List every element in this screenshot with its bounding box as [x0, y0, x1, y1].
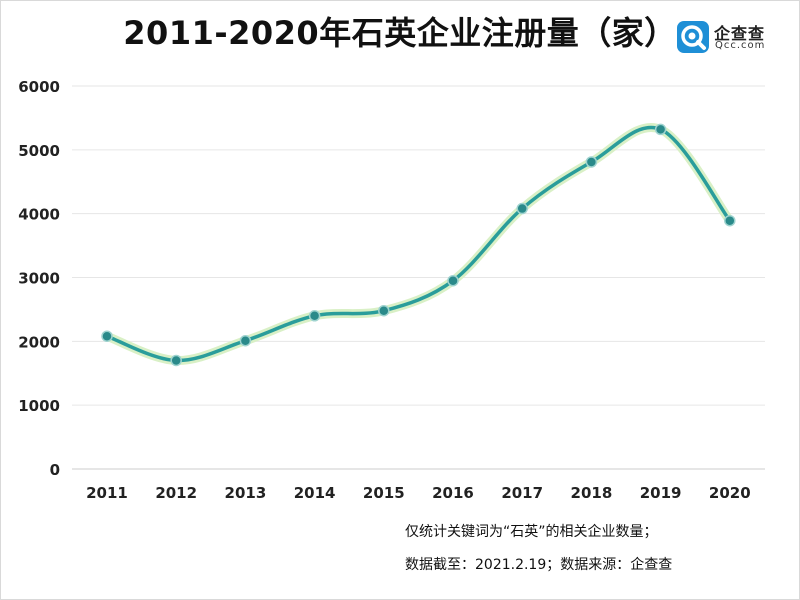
footnote-source: 数据截至：2021.2.19；数据来源：企查查: [405, 557, 673, 573]
series-line-glow: [102, 123, 735, 365]
footnote-scope: 仅统计关键词为“石英”的相关企业数量；: [405, 524, 658, 540]
y-tick-label: 6000: [18, 78, 60, 96]
data-point-2019: [654, 123, 667, 136]
data-point-2018: [585, 156, 598, 168]
qcc-logo-icon: [677, 21, 709, 53]
x-tick-label: 2019: [640, 484, 682, 502]
y-tick-label: 0: [50, 461, 60, 479]
y-tick-label: 5000: [18, 142, 60, 160]
x-tick-label: 2011: [86, 484, 128, 502]
y-tick-label: 4000: [18, 206, 60, 224]
x-tick-label: 2020: [709, 484, 751, 502]
x-tick-label: 2017: [501, 484, 543, 502]
grid-lines: [72, 85, 765, 470]
series-line-path: [105, 125, 732, 363]
x-tick-label: 2013: [225, 484, 267, 502]
x-tick-label: 2012: [155, 484, 197, 502]
y-tick-labels: 0 1000 2000 3000 4000 5000 6000: [18, 78, 60, 479]
data-point-2017: [516, 202, 528, 215]
data-point-2013: [239, 334, 252, 347]
x-tick-label: 2014: [294, 484, 336, 502]
data-point-2012: [170, 354, 182, 367]
logo-domain: Qcc.com: [715, 40, 766, 51]
data-point-2011: [101, 330, 113, 342]
chart-title: 2011-2020年石英企业注册量（家）: [123, 14, 677, 52]
x-tick-label: 2015: [363, 484, 405, 502]
y-tick-label: 3000: [18, 270, 60, 288]
x-tick-label: 2018: [571, 484, 613, 502]
series-line: [102, 123, 735, 365]
logo-name: 企查查: [714, 24, 766, 43]
x-tick-label: 2016: [432, 484, 474, 502]
data-point-2015: [378, 304, 390, 317]
y-tick-label: 1000: [18, 397, 60, 415]
x-tick-labels: 2011 2012 2013 2014 2015 2016 2017 2018 2019 2020: [86, 484, 751, 502]
data-point-2016: [447, 274, 459, 287]
y-tick-label: 2000: [18, 333, 60, 351]
qcc-logo: 企查查 Qcc.com: [676, 20, 796, 54]
data-point-2014: [308, 310, 321, 322]
data-points: [101, 123, 736, 367]
data-point-2020: [724, 214, 736, 227]
